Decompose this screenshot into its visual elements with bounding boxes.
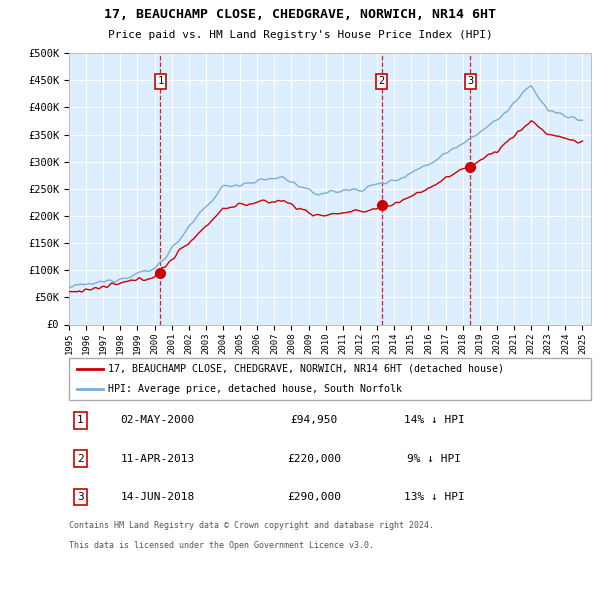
Text: Contains HM Land Registry data © Crown copyright and database right 2024.: Contains HM Land Registry data © Crown c…	[69, 522, 434, 530]
Text: 9% ↓ HPI: 9% ↓ HPI	[407, 454, 461, 464]
Text: 1: 1	[77, 415, 84, 425]
Text: HPI: Average price, detached house, South Norfolk: HPI: Average price, detached house, Sout…	[108, 384, 402, 394]
Text: 2: 2	[379, 76, 385, 86]
Text: This data is licensed under the Open Government Licence v3.0.: This data is licensed under the Open Gov…	[69, 540, 374, 549]
Text: 11-APR-2013: 11-APR-2013	[121, 454, 195, 464]
Text: £220,000: £220,000	[287, 454, 341, 464]
Text: £290,000: £290,000	[287, 492, 341, 502]
Text: 3: 3	[467, 76, 473, 86]
Text: 14% ↓ HPI: 14% ↓ HPI	[404, 415, 465, 425]
Text: 14-JUN-2018: 14-JUN-2018	[121, 492, 195, 502]
Text: 17, BEAUCHAMP CLOSE, CHEDGRAVE, NORWICH, NR14 6HT (detached house): 17, BEAUCHAMP CLOSE, CHEDGRAVE, NORWICH,…	[108, 364, 504, 374]
Text: 2: 2	[77, 454, 84, 464]
Text: 3: 3	[77, 492, 84, 502]
Text: 13% ↓ HPI: 13% ↓ HPI	[404, 492, 465, 502]
Text: £94,950: £94,950	[291, 415, 338, 425]
Text: 1: 1	[157, 76, 164, 86]
Text: 02-MAY-2000: 02-MAY-2000	[121, 415, 195, 425]
Text: 17, BEAUCHAMP CLOSE, CHEDGRAVE, NORWICH, NR14 6HT: 17, BEAUCHAMP CLOSE, CHEDGRAVE, NORWICH,…	[104, 8, 496, 21]
Text: Price paid vs. HM Land Registry's House Price Index (HPI): Price paid vs. HM Land Registry's House …	[107, 30, 493, 40]
